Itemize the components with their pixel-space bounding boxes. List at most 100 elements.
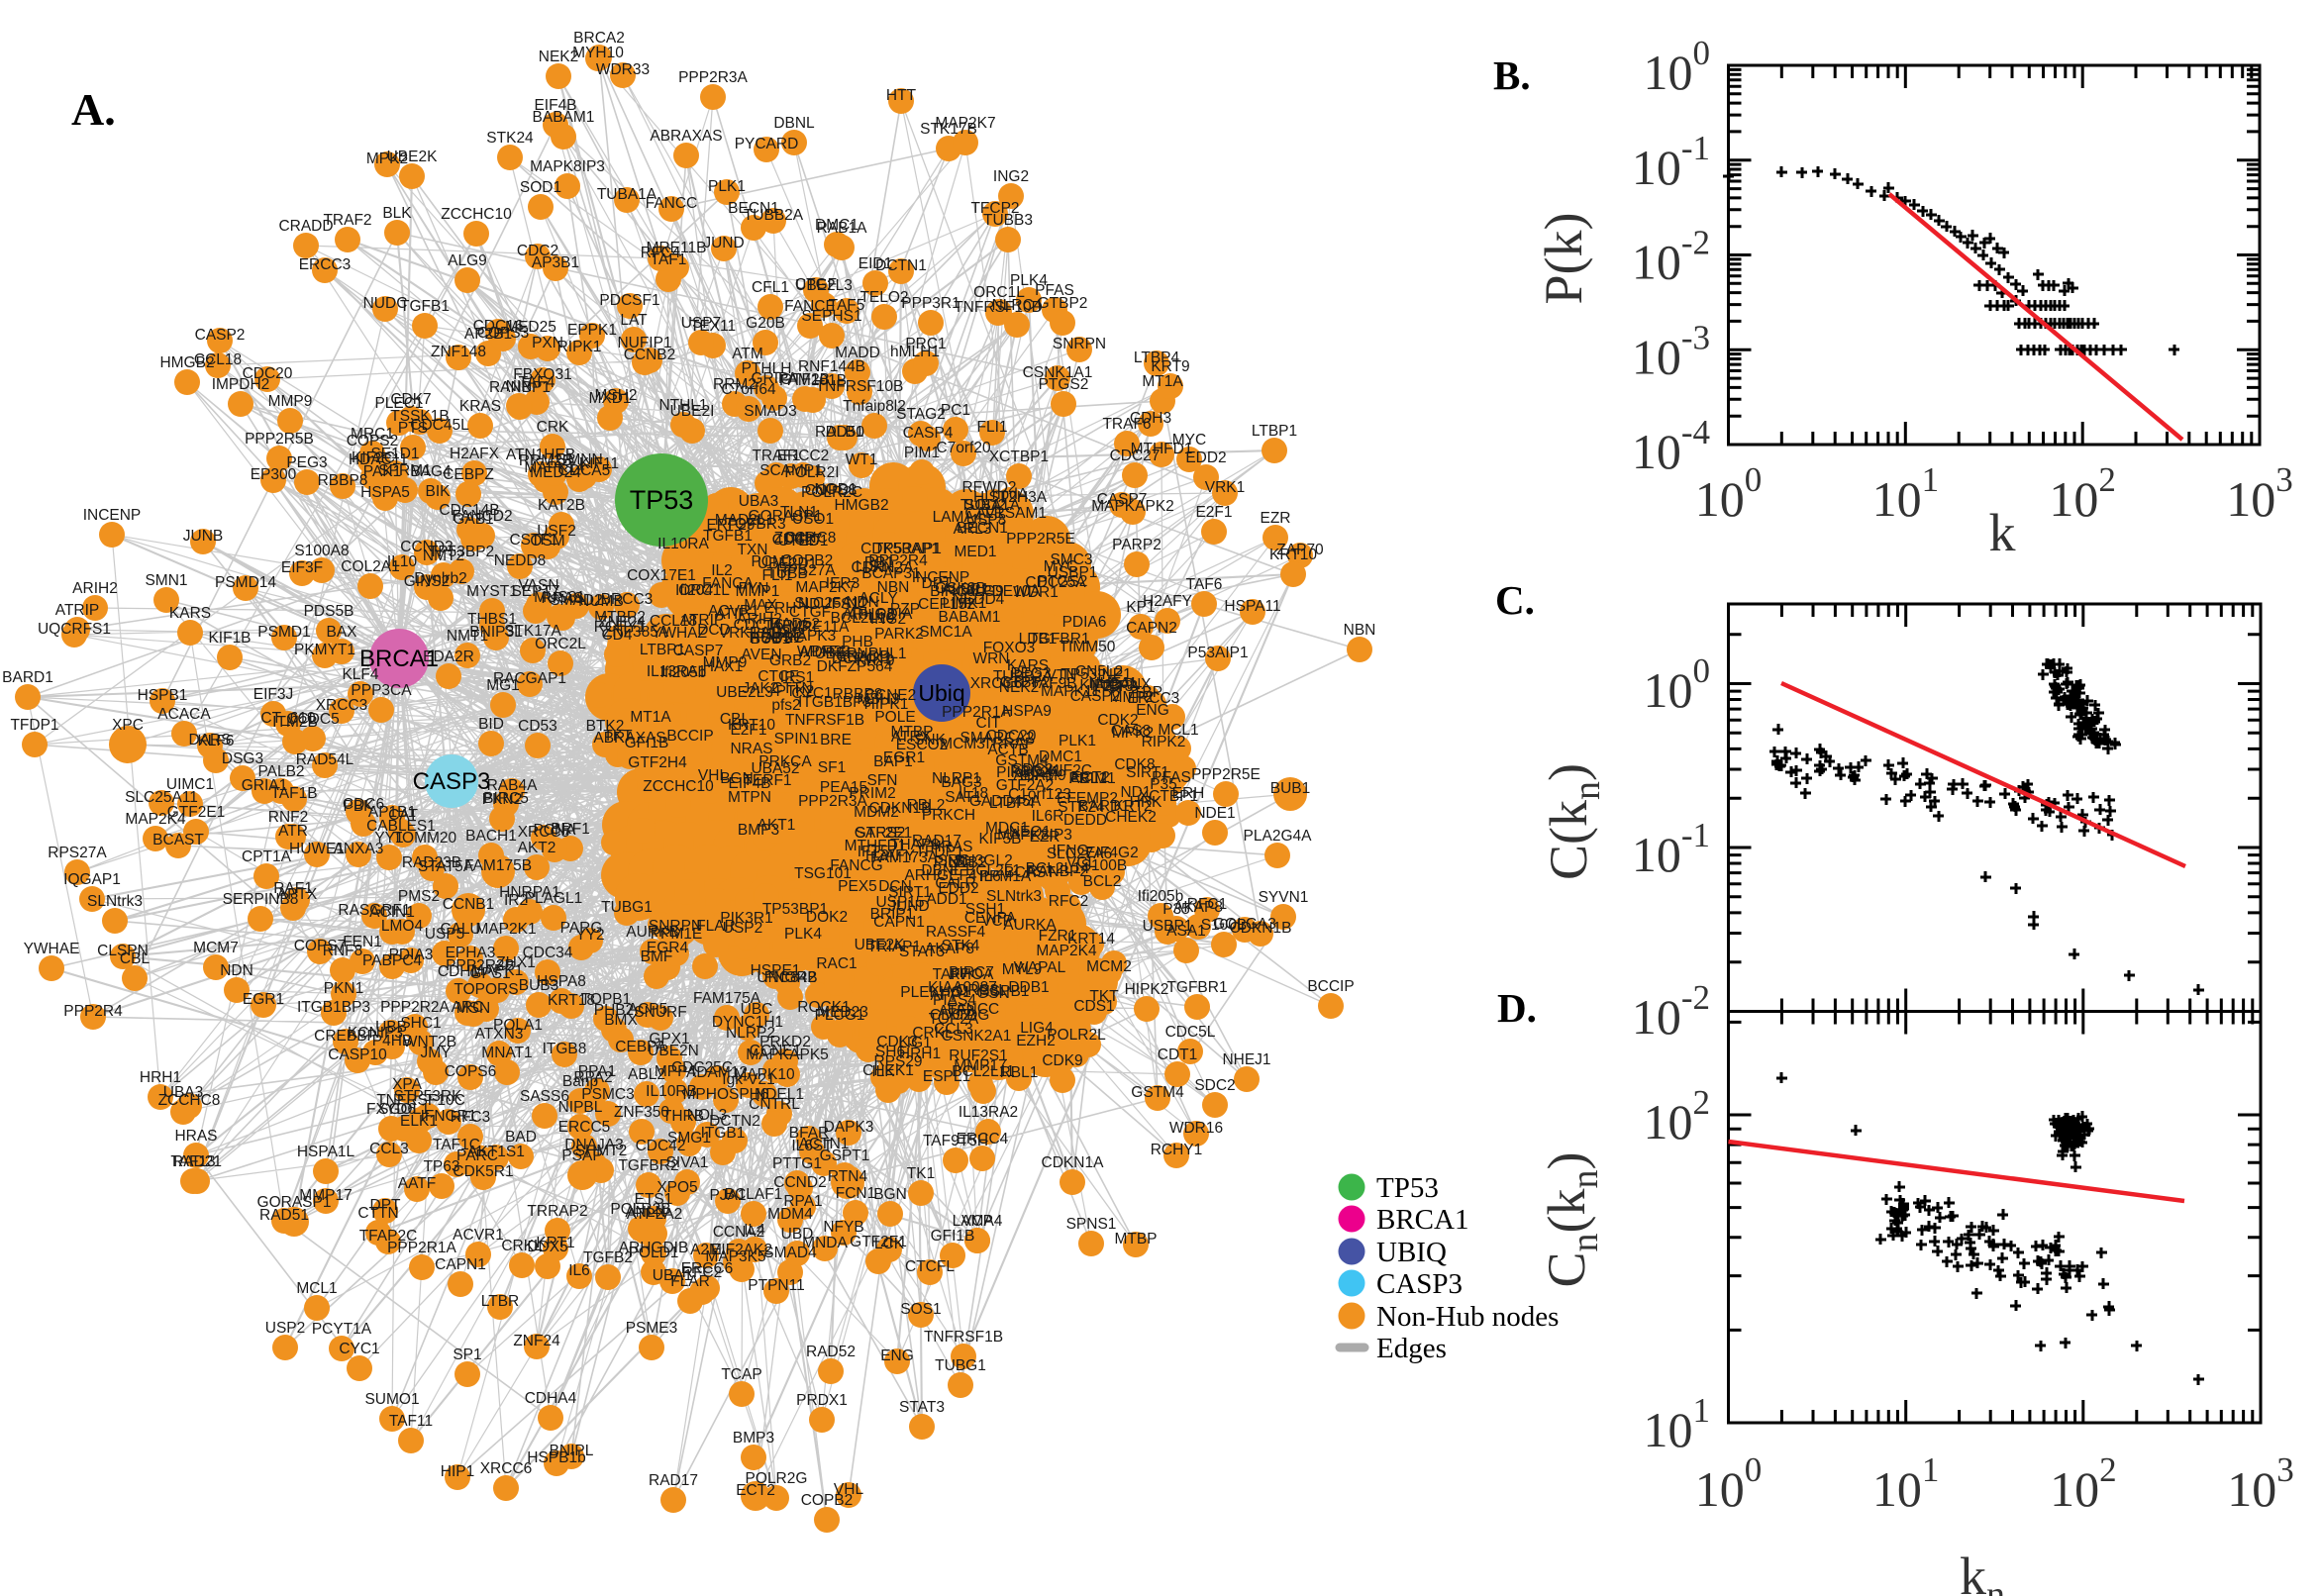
svg-text:ARL3: ARL3 (954, 521, 992, 538)
svg-text:CDC20: CDC20 (243, 365, 293, 382)
svg-text:BIRC7: BIRC7 (949, 964, 994, 981)
svg-text:RFC2: RFC2 (682, 1264, 722, 1281)
svg-text:NBN: NBN (1344, 622, 1376, 639)
svg-text:AP1B1: AP1B1 (368, 804, 416, 821)
svg-text:PRDX1: PRDX1 (1010, 763, 1061, 780)
svg-text:TAF6: TAF6 (1186, 576, 1223, 593)
svg-text:SNRPN: SNRPN (1053, 336, 1106, 352)
svg-text:DMC1: DMC1 (1039, 748, 1082, 765)
svg-text:CDC2: CDC2 (517, 243, 558, 259)
svg-text:HRK: HRK (1130, 794, 1162, 811)
svg-text:THAP8: THAP8 (890, 837, 940, 853)
svg-text:JUNB: JUNB (183, 528, 223, 545)
svg-text:PDS5B: PDS5B (304, 603, 354, 620)
svg-text:RAD52: RAD52 (806, 1344, 856, 1360)
svg-text:BCCIP: BCCIP (1307, 978, 1354, 995)
svg-text:RBBP8: RBBP8 (833, 686, 883, 703)
svg-text:THBS1: THBS1 (467, 611, 517, 628)
svg-text:TCAP: TCAP (721, 1366, 761, 1383)
svg-text:FAM175B: FAM175B (464, 857, 532, 874)
svg-text:CDH3: CDH3 (1130, 410, 1171, 427)
svg-text:TAF11: TAF11 (389, 1413, 433, 1430)
svg-text:CDC14B: CDC14B (439, 502, 499, 519)
svg-text:PDIA6: PDIA6 (1062, 614, 1107, 631)
svg-text:COPB2: COPB2 (781, 552, 834, 569)
svg-text:CRKL: CRKL (912, 1025, 954, 1042)
svg-text:POLD1: POLD1 (629, 1245, 679, 1261)
svg-text:HMGB2: HMGB2 (159, 354, 214, 371)
svg-text:EDD2: EDD2 (938, 880, 978, 897)
svg-text:TRRAP2: TRRAP2 (527, 1203, 587, 1220)
svg-text:ERH: ERH (1172, 785, 1205, 802)
svg-text:XRCC3: XRCC3 (316, 697, 368, 714)
svg-text:MXD1: MXD1 (588, 390, 631, 407)
svg-text:AURKA: AURKA (1003, 917, 1057, 934)
svg-text:HSPA8: HSPA8 (537, 973, 586, 990)
svg-text:ATRIP: ATRIP (680, 612, 725, 629)
svg-text:ATXN3: ATXN3 (475, 1026, 524, 1043)
svg-text:KIF5B: KIF5B (978, 831, 1021, 848)
svg-text:USP2: USP2 (723, 920, 763, 937)
svg-text:CDC34: CDC34 (523, 945, 573, 961)
svg-text:B.: B. (1493, 52, 1531, 98)
svg-text:RAC1: RAC1 (816, 955, 857, 972)
svg-text:CASP7: CASP7 (1097, 491, 1148, 508)
svg-text:WDR1: WDR1 (1013, 584, 1059, 601)
svg-text:PRC1: PRC1 (905, 336, 946, 352)
svg-text:SDC2: SDC2 (1194, 1077, 1235, 1094)
svg-text:CDKN2A: CDKN2A (852, 559, 915, 576)
svg-text:ITGB8: ITGB8 (543, 1041, 587, 1057)
svg-text:CDK7: CDK7 (390, 391, 431, 408)
svg-text:VCP: VCP (981, 913, 1013, 930)
svg-text:PRDX1: PRDX1 (796, 1392, 848, 1409)
svg-text:CYC1: CYC1 (339, 1341, 379, 1357)
svg-text:E2F1: E2F1 (1195, 504, 1232, 521)
svg-text:D.: D. (1497, 985, 1537, 1031)
svg-text:NEK2: NEK2 (539, 49, 579, 65)
svg-text:CAPN1: CAPN1 (435, 1256, 486, 1273)
svg-text:CFL1: CFL1 (752, 279, 789, 296)
svg-text:CRADD: CRADD (836, 648, 890, 665)
svg-text:BARD1: BARD1 (2, 669, 53, 686)
svg-text:CCL3: CCL3 (934, 1021, 973, 1038)
svg-text:PPP2R3A: PPP2R3A (798, 793, 867, 810)
svg-text:IL10RA: IL10RA (657, 536, 709, 552)
svg-text:XCTBP1: XCTBP1 (989, 449, 1049, 465)
svg-text:SYVN1: SYVN1 (1259, 889, 1309, 906)
svg-text:HAX1: HAX1 (703, 658, 744, 675)
svg-text:FNGR2: FNGR2 (764, 969, 817, 986)
svg-text:PSMD14: PSMD14 (215, 574, 276, 591)
svg-text:MRE11A: MRE11A (789, 619, 851, 636)
svg-text:CDC20: CDC20 (986, 728, 1037, 745)
svg-text:SMN1: SMN1 (145, 572, 187, 589)
svg-text:TELO2: TELO2 (859, 289, 908, 306)
svg-text:FLI1: FLI1 (976, 419, 1007, 436)
svg-text:CBL: CBL (120, 950, 151, 967)
svg-text:BCAST: BCAST (152, 832, 204, 848)
svg-text:RAD21: RAD21 (750, 625, 799, 642)
svg-text:SPNS1: SPNS1 (1066, 1216, 1117, 1233)
svg-text:SGOL1: SGOL1 (378, 1101, 430, 1118)
svg-text:C7orf20: C7orf20 (936, 440, 991, 456)
svg-text:S100A8: S100A8 (294, 543, 349, 559)
svg-text:ZCCHC10: ZCCHC10 (441, 206, 512, 223)
svg-text:P(k): P(k) (1534, 213, 1593, 305)
svg-text:OSM: OSM (530, 533, 564, 549)
svg-text:HTT: HTT (886, 87, 917, 104)
svg-text:MMP17: MMP17 (299, 1187, 352, 1204)
svg-text:PARK2: PARK2 (874, 626, 924, 643)
svg-text:SUMO1: SUMO1 (364, 1391, 419, 1408)
svg-text:PLAGL1: PLAGL1 (525, 890, 583, 907)
svg-text:MPK2: MPK2 (366, 150, 408, 167)
svg-text:BMX: BMX (604, 1012, 638, 1029)
svg-text:PPP2R5B: PPP2R5B (245, 431, 314, 448)
svg-text:MYC: MYC (1172, 432, 1206, 449)
svg-text:XPC: XPC (112, 717, 144, 734)
svg-text:CCNA2: CCNA2 (713, 1224, 765, 1241)
svg-text:GFI1B: GFI1B (931, 1228, 975, 1245)
svg-text:PSAP: PSAP (561, 1147, 602, 1164)
svg-text:LCK: LCK (874, 1236, 905, 1252)
svg-text:CDC27: CDC27 (772, 532, 823, 549)
svg-text:EIF4B: EIF4B (534, 97, 576, 114)
svg-text:CCND3: CCND3 (400, 539, 453, 555)
